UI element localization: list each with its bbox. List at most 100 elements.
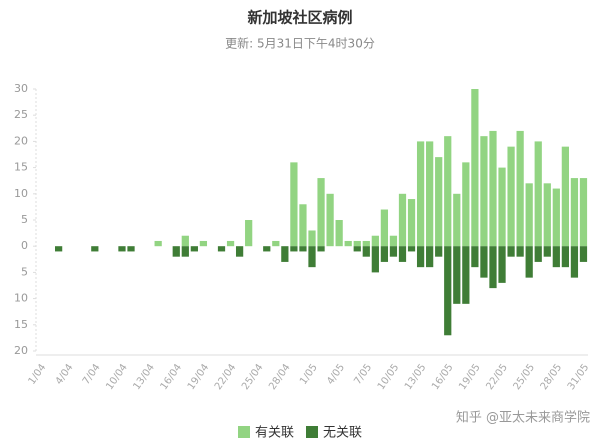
bar	[263, 246, 271, 252]
bar	[380, 246, 389, 262]
bar	[181, 235, 189, 247]
bar	[462, 162, 470, 247]
bar	[489, 130, 497, 247]
y-tick-label: 15	[14, 318, 28, 331]
bar	[435, 157, 443, 247]
bar	[118, 246, 126, 252]
bar	[561, 146, 569, 247]
bar	[226, 240, 235, 247]
x-tick-label: 22/05	[484, 362, 510, 392]
bar	[462, 246, 470, 304]
x-tick-label: 4/05	[325, 362, 347, 387]
bar	[471, 89, 479, 247]
x-tick-label: 16/05	[430, 362, 456, 392]
bar	[416, 141, 425, 247]
bar	[407, 199, 416, 247]
bar	[281, 246, 289, 262]
bar	[579, 178, 588, 247]
watermark: 知乎 @亚太未来商学院	[456, 410, 590, 426]
bar	[91, 246, 99, 252]
x-tick-label: 25/05	[512, 362, 538, 392]
bar	[389, 246, 398, 257]
bar	[552, 188, 560, 247]
bar	[543, 183, 551, 247]
bar	[335, 220, 343, 247]
bar	[272, 240, 280, 247]
bar	[245, 220, 253, 247]
bar	[453, 246, 461, 304]
x-tick-label: 25/04	[240, 362, 266, 392]
bar	[317, 178, 325, 247]
bar	[362, 246, 370, 257]
x-tick-label: 10/04	[104, 362, 130, 392]
y-tick-label: 30	[14, 82, 28, 95]
bar	[308, 246, 316, 268]
y-tick-label: 20	[14, 134, 28, 147]
bar	[552, 246, 560, 268]
bar	[525, 183, 533, 247]
bar	[181, 246, 189, 257]
bar	[416, 246, 425, 268]
bar	[55, 246, 63, 252]
bar	[570, 178, 579, 247]
bar	[217, 246, 226, 252]
legend-swatch	[238, 426, 250, 438]
bar	[235, 246, 244, 257]
x-tick-label: 19/05	[457, 362, 483, 392]
bar	[534, 141, 542, 247]
bar	[453, 193, 461, 247]
bar	[326, 193, 334, 247]
bar	[290, 162, 298, 247]
x-tick-label: 1/04	[27, 362, 49, 387]
x-tick-label: 1/05	[298, 362, 320, 387]
bar	[444, 136, 452, 247]
bar	[389, 235, 398, 247]
bar	[290, 246, 298, 252]
bar	[308, 230, 316, 247]
bar	[299, 204, 307, 247]
x-tick-label: 7/05	[352, 362, 374, 387]
bar	[371, 246, 379, 273]
legend-label: 有关联	[255, 426, 294, 441]
bar	[398, 246, 407, 262]
bar	[426, 246, 434, 268]
bar	[480, 246, 488, 278]
bar	[498, 167, 506, 247]
bar	[190, 246, 198, 252]
chart-subtitle: 更新: 5月31日下午4时30分	[225, 36, 375, 51]
x-tick-label: 28/05	[539, 362, 565, 392]
bar	[371, 235, 379, 247]
bar	[380, 209, 389, 247]
bar	[516, 246, 524, 257]
bar	[570, 246, 579, 278]
x-tick-label: 22/04	[213, 362, 239, 392]
bar	[525, 246, 533, 278]
bar	[154, 240, 162, 247]
bar	[534, 246, 542, 262]
chart-title: 新加坡社区病例	[247, 9, 352, 27]
bar	[398, 193, 407, 247]
bar	[444, 246, 452, 336]
bar	[172, 246, 180, 257]
bar	[516, 130, 524, 247]
bar	[471, 246, 479, 268]
bar	[362, 240, 370, 247]
bar	[426, 141, 434, 247]
legend-label: 无关联	[323, 426, 362, 441]
x-tick-label: 10/05	[376, 362, 402, 392]
bar	[344, 240, 352, 247]
legend-swatch	[306, 426, 318, 438]
bar	[543, 246, 551, 257]
y-tick-label: 5	[21, 265, 28, 278]
bar	[435, 246, 443, 257]
bar	[498, 246, 506, 283]
bar	[353, 246, 361, 252]
bar	[353, 240, 361, 247]
y-tick-label: 10	[14, 292, 28, 305]
x-tick-label: 13/05	[403, 362, 429, 392]
y-tick-label: 25	[14, 108, 28, 121]
bar	[507, 146, 515, 247]
x-tick-label: 31/05	[566, 362, 592, 392]
bar	[407, 246, 416, 252]
